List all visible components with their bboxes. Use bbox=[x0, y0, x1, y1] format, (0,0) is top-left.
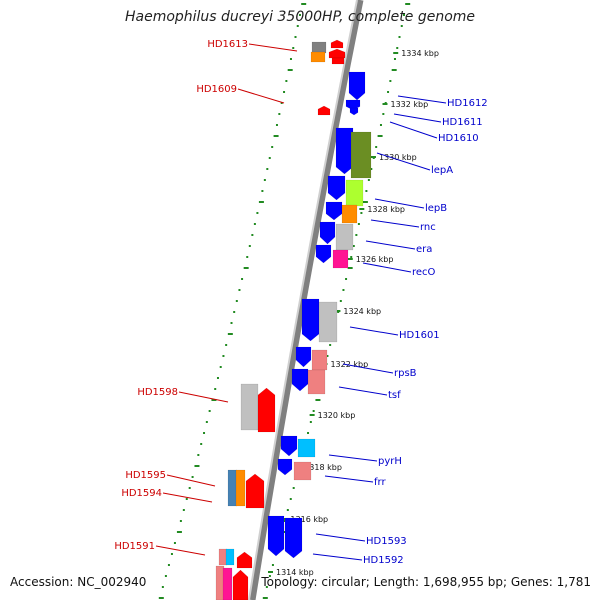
gene-label-right[interactable]: recO bbox=[412, 267, 436, 278]
cog-feature[interactable] bbox=[311, 349, 328, 371]
ruler-label: 1316 kbp bbox=[290, 515, 328, 524]
forward-gene-feature[interactable] bbox=[277, 458, 293, 476]
right-label-leader bbox=[374, 198, 425, 209]
ruler-label: 1330 kbp bbox=[379, 153, 417, 162]
gene-label-right[interactable]: frr bbox=[374, 477, 386, 488]
genome-summary: Topology: circular; Length: 1,698,955 bp… bbox=[261, 575, 591, 589]
reverse-gene-feature[interactable] bbox=[232, 569, 249, 600]
cog-feature[interactable] bbox=[345, 179, 364, 207]
forward-gene-feature[interactable] bbox=[291, 368, 309, 392]
right-label-leader bbox=[370, 219, 420, 228]
reverse-gene-feature[interactable] bbox=[245, 473, 265, 509]
right-label-leader bbox=[397, 95, 447, 104]
cog-feature[interactable] bbox=[215, 565, 225, 600]
right-label-leader bbox=[362, 262, 412, 273]
cog-feature[interactable] bbox=[318, 301, 338, 343]
right-label-leader bbox=[328, 454, 378, 462]
cog-feature[interactable] bbox=[225, 548, 235, 566]
gene-label-right[interactable]: rnc bbox=[420, 222, 436, 233]
right-label-leader bbox=[349, 326, 399, 336]
reverse-gene-feature[interactable] bbox=[328, 48, 346, 59]
gene-label-left[interactable]: HD1594 bbox=[121, 488, 162, 499]
gene-label-right[interactable]: pyrH bbox=[378, 456, 402, 467]
cog-feature[interactable] bbox=[332, 249, 349, 269]
ruler-label: 1324 kbp bbox=[343, 307, 381, 316]
reverse-gene-feature[interactable] bbox=[257, 387, 276, 433]
gene-label-left[interactable]: HD1598 bbox=[137, 387, 178, 398]
gene-label-left[interactable]: HD1595 bbox=[125, 470, 166, 481]
cog-feature[interactable] bbox=[297, 438, 316, 458]
ruler-label: 1326 kbp bbox=[356, 255, 394, 264]
cog-feature[interactable] bbox=[293, 461, 312, 481]
right-label-leader bbox=[338, 386, 388, 396]
forward-gene-feature[interactable] bbox=[301, 298, 320, 342]
cog-feature[interactable] bbox=[341, 204, 358, 224]
cog-feature[interactable] bbox=[235, 469, 246, 507]
left-label-leader bbox=[155, 545, 206, 556]
gene-label-right[interactable]: era bbox=[416, 244, 432, 255]
reverse-gene-feature[interactable] bbox=[331, 57, 345, 65]
gene-label-right[interactable]: tsf bbox=[388, 390, 401, 401]
cog-feature[interactable] bbox=[350, 131, 372, 179]
forward-gene-feature[interactable] bbox=[348, 71, 366, 101]
reverse-gene-feature[interactable] bbox=[317, 105, 331, 116]
gene-label-right[interactable]: HD1593 bbox=[366, 536, 407, 547]
left-label-leader bbox=[162, 492, 213, 503]
ruler-label: 1334 kbp bbox=[401, 49, 439, 58]
forward-gene-feature[interactable] bbox=[315, 244, 332, 264]
left-label-leader bbox=[248, 43, 298, 52]
forward-gene-feature[interactable] bbox=[325, 201, 343, 221]
ruler-label: 1322 kbp bbox=[330, 360, 368, 369]
cog-feature[interactable] bbox=[310, 51, 326, 63]
left-label-leader bbox=[166, 474, 216, 487]
forward-gene-feature[interactable] bbox=[295, 346, 312, 368]
cog-feature[interactable] bbox=[307, 369, 326, 395]
right-label-leader bbox=[376, 152, 431, 171]
accession-text: Accession: NC_002940 bbox=[10, 575, 147, 589]
forward-gene-feature[interactable] bbox=[335, 127, 354, 175]
ruler-label: 1320 kbp bbox=[318, 411, 356, 420]
left-label-leader bbox=[237, 88, 285, 104]
right-label-leader bbox=[342, 363, 394, 374]
ruler-label: 1332 kbp bbox=[390, 100, 428, 109]
ruler-label: 1314 kbp bbox=[276, 568, 314, 577]
gene-label-left[interactable]: HD1609 bbox=[196, 84, 237, 95]
cog-feature[interactable] bbox=[240, 383, 259, 431]
gene-label-right[interactable]: HD1601 bbox=[399, 330, 440, 341]
gene-label-right[interactable]: HD1592 bbox=[363, 555, 404, 566]
right-label-leader bbox=[312, 553, 363, 561]
right-label-leader bbox=[365, 240, 416, 250]
gene-label-right[interactable]: lepA bbox=[431, 165, 453, 176]
cog-feature[interactable] bbox=[335, 223, 354, 251]
gene-label-right[interactable]: HD1611 bbox=[442, 117, 483, 128]
gene-label-right[interactable]: rpsB bbox=[394, 368, 417, 379]
gene-label-right[interactable]: HD1612 bbox=[447, 98, 488, 109]
cog-feature[interactable] bbox=[311, 41, 327, 54]
right-label-leader bbox=[324, 475, 374, 483]
reverse-gene-feature[interactable] bbox=[236, 551, 253, 569]
forward-gene-feature[interactable] bbox=[349, 107, 359, 116]
ruler-label: 1318 kbp bbox=[304, 463, 342, 472]
forward-gene-feature[interactable] bbox=[319, 221, 336, 245]
map-title: Haemophilus ducreyi 35000HP, complete ge… bbox=[124, 9, 476, 25]
left-label-leader bbox=[178, 391, 229, 403]
cog-feature[interactable] bbox=[227, 469, 238, 507]
right-label-leader bbox=[393, 113, 442, 123]
forward-gene-feature[interactable] bbox=[267, 515, 285, 557]
gene-label-left[interactable]: HD1613 bbox=[207, 39, 248, 50]
reverse-gene-feature[interactable] bbox=[330, 39, 344, 49]
cog-feature[interactable] bbox=[222, 567, 233, 600]
genome-backbone-highlight bbox=[248, 0, 358, 600]
right-label-leader bbox=[389, 121, 438, 139]
ruler-label: 1328 kbp bbox=[367, 205, 405, 214]
forward-gene-feature[interactable] bbox=[327, 175, 346, 201]
forward-gene-feature[interactable] bbox=[284, 517, 303, 559]
forward-gene-feature[interactable] bbox=[280, 435, 298, 457]
right-label-leader bbox=[315, 533, 366, 542]
gene-label-right[interactable]: lepB bbox=[425, 203, 447, 214]
gene-label-right[interactable]: HD1610 bbox=[438, 133, 479, 144]
gene-label-left[interactable]: HD1591 bbox=[114, 541, 155, 552]
